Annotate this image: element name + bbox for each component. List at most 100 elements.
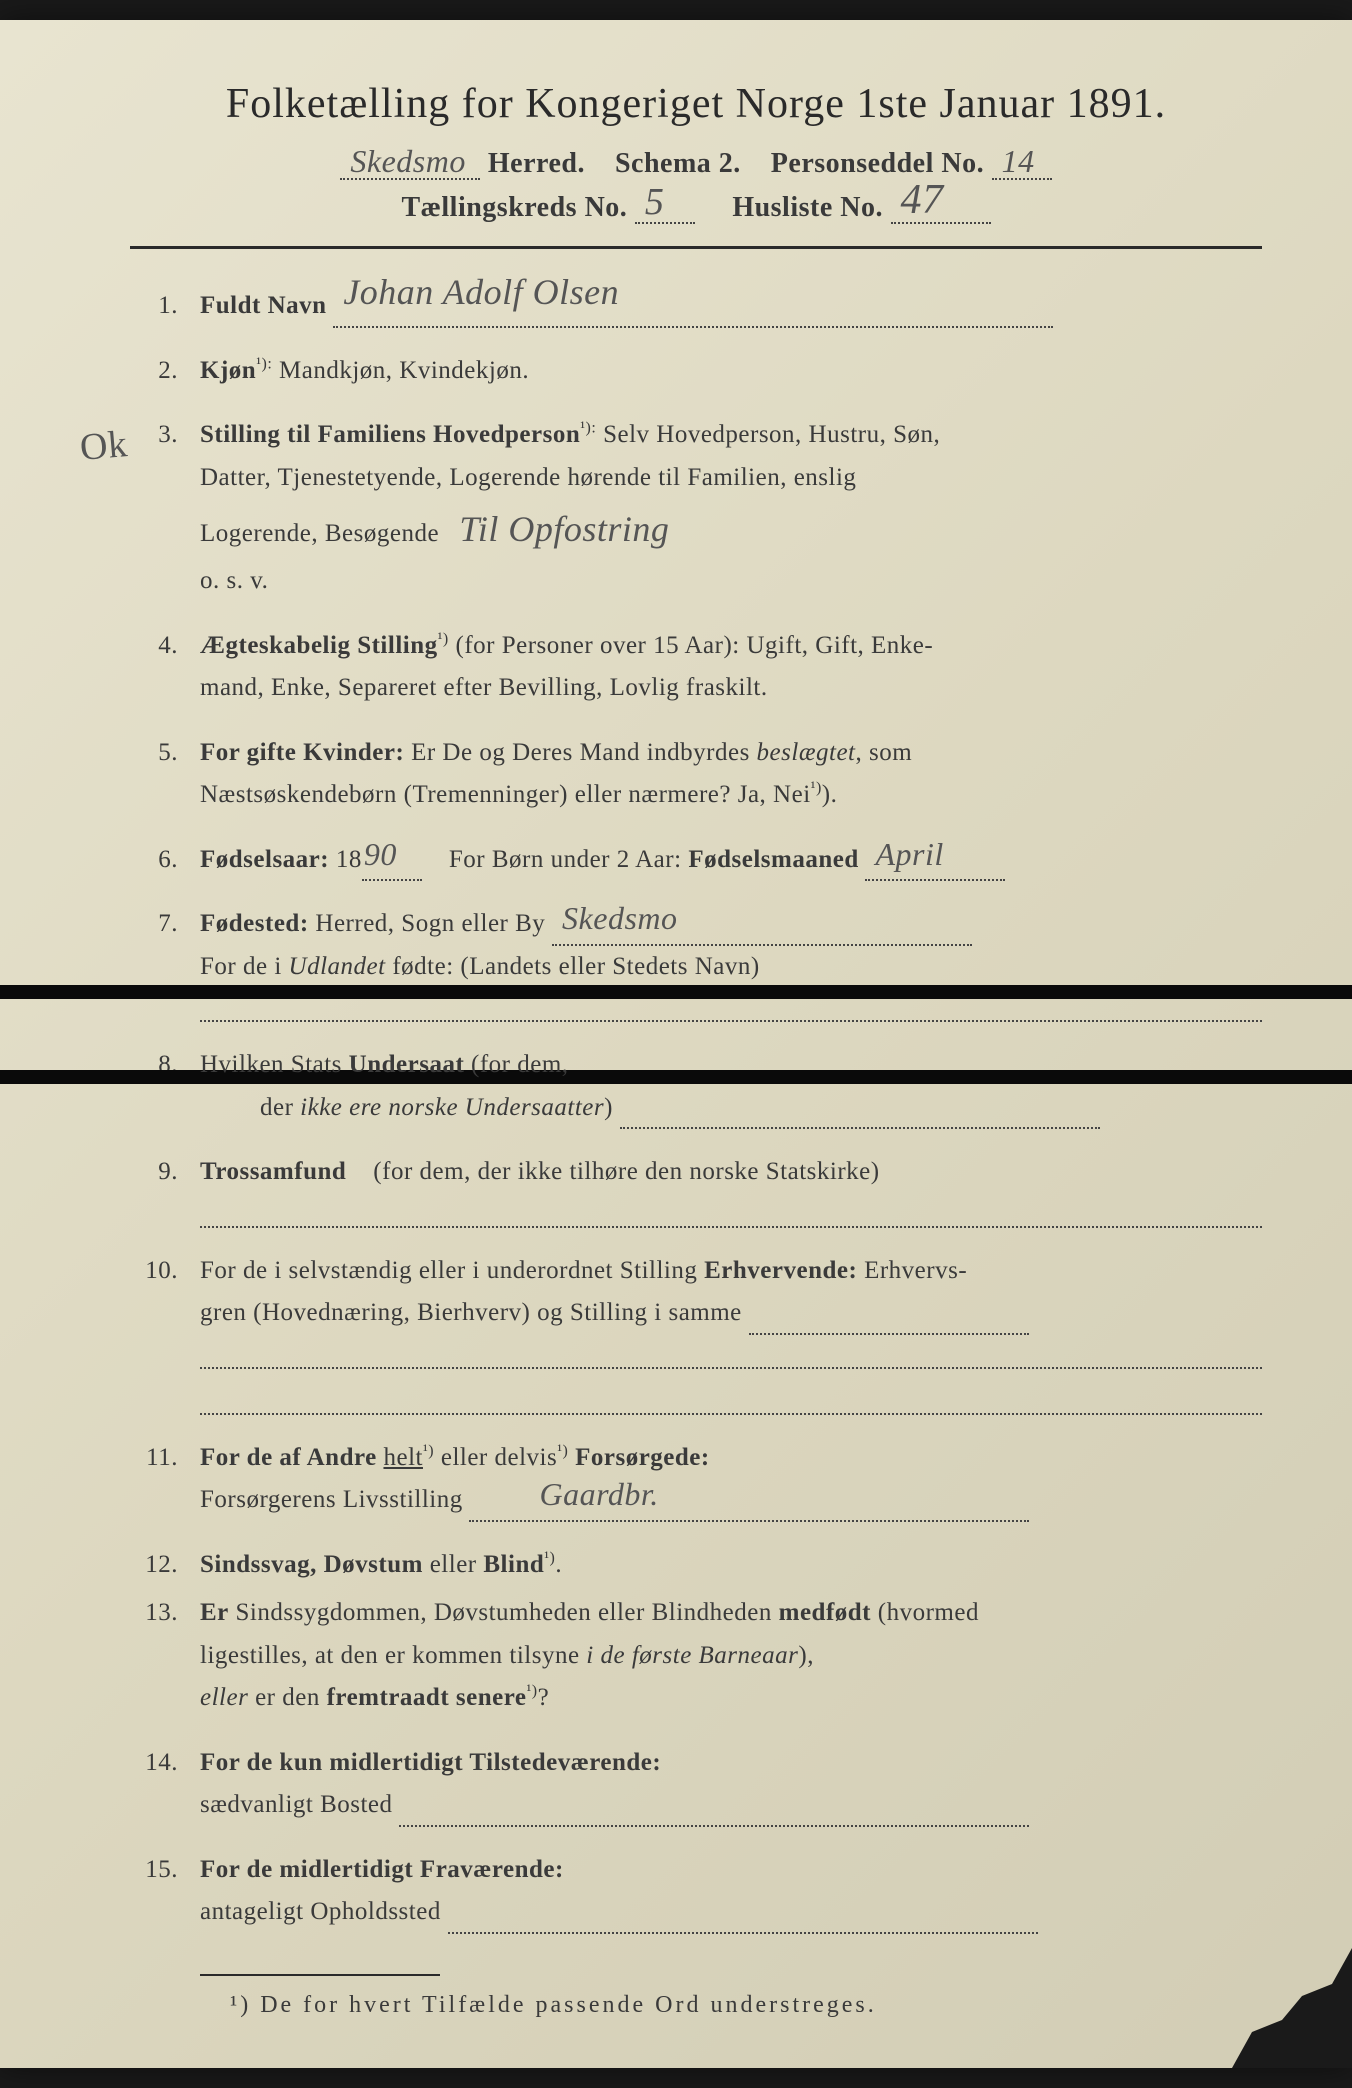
item-8-num: 8. [130, 1044, 200, 1129]
item-4-line2: mand, Enke, Separeret efter Bevilling, L… [200, 674, 768, 701]
item-3-line1: Selv Hovedperson, Hustru, Søn, [603, 421, 940, 448]
herred-label: Herred. [488, 148, 585, 179]
item-2-label: Kjøn [200, 357, 256, 384]
item-6-month-hw: April [875, 827, 943, 881]
herred-field: Skedsmo [340, 156, 480, 180]
item-10-num: 10. [130, 1250, 200, 1415]
sup-3: ¹): [580, 420, 596, 437]
sup-4: ¹) [438, 630, 449, 647]
item-12-label2: Blind [483, 1551, 544, 1578]
item-12-num: 12. [130, 1544, 200, 1587]
item-10-content: For de i selvstændig eller i underordnet… [200, 1250, 1262, 1415]
item-14-label: For de kun midlertidigt Tilstedeværende: [200, 1749, 661, 1776]
item-11-text3: Forsørgerens Livsstilling [200, 1486, 463, 1513]
item-13-text3: ligestilles, at den er kommen tilsyne [200, 1642, 580, 1669]
person-label: Personseddel No. [771, 148, 984, 179]
page-title: Folketælling for Kongeriget Norge 1ste J… [130, 80, 1262, 128]
item-9-num: 9. [130, 1151, 200, 1228]
item-7-text3: Udlandet [289, 953, 386, 980]
item-8-label: Undersaat [349, 1051, 465, 1078]
item-3-label: Stilling til Familiens Hovedperson [200, 421, 580, 448]
item-13-text1: Sindssygdommen, Døvstumheden eller Blind… [236, 1599, 772, 1626]
husliste-no-field: 47 [891, 200, 991, 224]
item-10-label: Erhvervende: [704, 1257, 857, 1284]
item-11-hw: Gaardbr. [539, 1467, 658, 1521]
item-6-text2: For Børn under 2 Aar: [449, 846, 682, 873]
census-page: Folketælling for Kongeriget Norge 1ste J… [0, 20, 1352, 2068]
sup-12: ¹) [544, 1549, 555, 1566]
item-14-content: For de kun midlertidigt Tilstedeværende:… [200, 1742, 1262, 1827]
item-7-num: 7. [130, 903, 200, 1022]
item-11: 11. For de af Andre helt¹) eller delvis¹… [130, 1437, 1262, 1522]
item-5: 5. For gifte Kvinder: Er De og Deres Man… [130, 732, 1262, 817]
item-6-18: 18 [336, 846, 362, 873]
item-5-text1: Er De og Deres Mand indbyrdes [411, 739, 750, 766]
item-13-senere: fremtraadt senere [327, 1684, 527, 1711]
item-15-text: antageligt Opholdssted [200, 1898, 441, 1925]
item-10-blank2 [200, 1387, 1262, 1415]
item-11-helt: helt [383, 1444, 423, 1471]
footnote: ¹) De for hvert Tilfælde passende Ord un… [130, 1992, 1262, 2019]
item-1-handwriting: Johan Adolf Olsen [343, 262, 619, 323]
item-3-line2: Datter, Tjenestetyende, Logerende hørend… [200, 464, 856, 491]
sup-11b: ¹) [557, 1442, 568, 1459]
footnote-marker: ¹) [230, 1992, 251, 2018]
item-15-num: 15. [130, 1849, 200, 1934]
item-9-text: (for dem, der ikke tilhøre den norske St… [373, 1158, 879, 1185]
item-5-line2: Næstsøskendebørn (Tremenninger) eller næ… [200, 781, 811, 808]
item-14: 14. For de kun midlertidigt Tilstedevære… [130, 1742, 1262, 1827]
item-12-content: Sindssvag, Døvstum eller Blind¹). [200, 1544, 1262, 1587]
item-15-content: For de midlertidigt Fraværende: antageli… [200, 1849, 1262, 1934]
item-5-text3: , som [855, 739, 912, 766]
item-15-field [448, 1914, 1038, 1934]
item-2-num: 2. [130, 350, 200, 393]
item-9-content: Trossamfund (for dem, der ikke tilhøre d… [200, 1151, 1262, 1228]
item-4-line1: (for Personer over 15 Aar): Ugift, Gift,… [456, 632, 934, 659]
item-5-text2: beslægtet [757, 739, 856, 766]
item-3-content: Ok Stilling til Familiens Hovedperson¹):… [200, 414, 1262, 603]
item-4-num: 4. [130, 625, 200, 710]
sup-13: ¹) [526, 1683, 537, 1700]
sup-11a: ¹) [423, 1442, 434, 1459]
item-11-text1: For de af Andre [200, 1444, 377, 1471]
header-line-1: Skedsmo Herred. Schema 2. Personseddel N… [130, 148, 1262, 180]
item-13-text6: er den [255, 1684, 320, 1711]
item-9-label: Trossamfund [200, 1158, 346, 1185]
item-10-blank1 [200, 1341, 1262, 1369]
item-6-year-hw: 90 [364, 827, 397, 881]
footnote-rule [200, 1974, 440, 1976]
item-7-hw: Skedsmo [562, 891, 677, 945]
item-4-label: Ægteskabelig Stilling [200, 632, 438, 659]
item-15-label: For de midlertidigt Fraværende: [200, 1856, 564, 1883]
item-6: 6. Fødselsaar: 1890 For Børn under 2 Aar… [130, 839, 1262, 882]
item-5-label: For gifte Kvinder: [200, 739, 404, 766]
item-10-field1 [749, 1315, 1029, 1335]
item-12-text: eller [430, 1551, 477, 1578]
item-1-content: Fuldt Navn Johan Adolf Olsen [200, 285, 1262, 328]
item-5-num: 5. [130, 732, 200, 817]
kreds-no-handwriting: 5 [645, 180, 665, 224]
husliste-no-handwriting: 47 [901, 176, 944, 224]
item-10-text1: For de i selvstændig eller i underordnet… [200, 1257, 697, 1284]
item-14-text: sædvanligt Bosted [200, 1791, 393, 1818]
item-1-field: Johan Adolf Olsen [333, 308, 1053, 328]
item-13-text5: ), [798, 1642, 814, 1669]
item-9: 9. Trossamfund (for dem, der ikke tilhør… [130, 1151, 1262, 1228]
item-4-content: Ægteskabelig Stilling¹) (for Personer ov… [200, 625, 1262, 710]
item-13-eller: eller [200, 1684, 248, 1711]
husliste-label: Husliste No. [732, 192, 883, 223]
item-13-text4: i de første Barneaar [586, 1642, 798, 1669]
item-6-num: 6. [130, 839, 200, 882]
item-7-text2: For de i [200, 953, 282, 980]
item-9-blank [200, 1200, 1262, 1228]
person-no-handwriting: 14 [1002, 143, 1035, 180]
item-1: 1. Fuldt Navn Johan Adolf Olsen [130, 285, 1262, 328]
item-8: 8. Hvilken Stats Undersaat (for dem, der… [130, 1044, 1262, 1129]
item-7-text1: Herred, Sogn eller By [315, 910, 545, 937]
item-7-text4: fødte: (Landets eller Stedets Navn) [392, 953, 759, 980]
item-4: 4. Ægteskabelig Stilling¹) (for Personer… [130, 625, 1262, 710]
item-10-text3: gren (Hovednæring, Bierhverv) og Stillin… [200, 1299, 742, 1326]
item-1-num: 1. [130, 285, 200, 328]
item-11-content: For de af Andre helt¹) eller delvis¹) Fo… [200, 1437, 1262, 1522]
item-13-er: Er [200, 1599, 229, 1626]
